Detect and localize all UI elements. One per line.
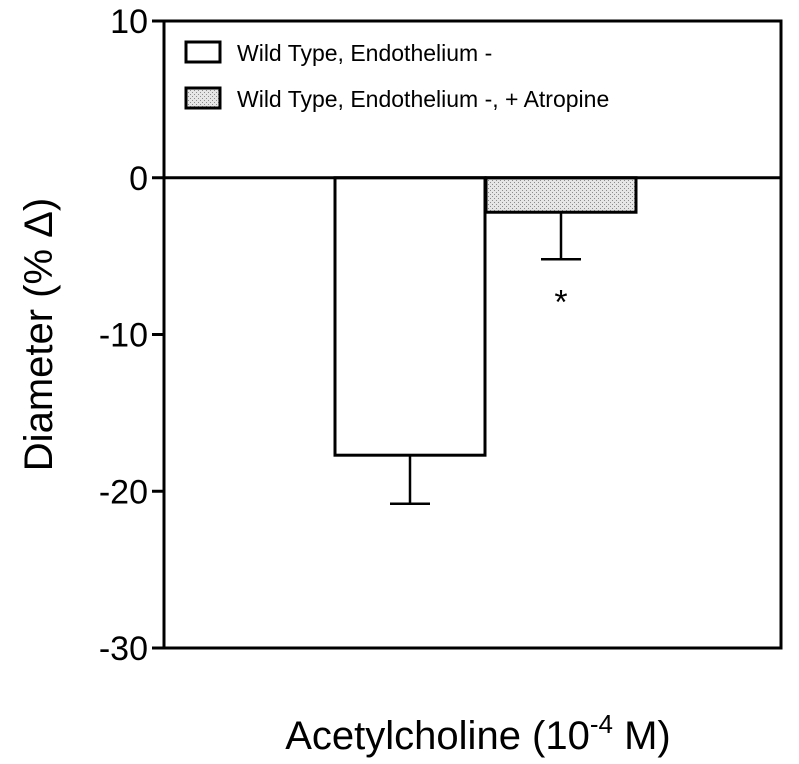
bars-group: *	[333, 176, 638, 506]
x-axis-label-exponent: -4	[590, 709, 613, 739]
y-tick-label: -10	[99, 317, 148, 355]
x-axis-label-suffix: M)	[613, 714, 671, 758]
legend: Wild Type, Endothelium - Wild Type, Endot…	[184, 40, 609, 112]
significance-marker: *	[554, 283, 567, 321]
legend-label: Wild Type, Endothelium -, + Atropine	[237, 86, 609, 112]
legend-swatch	[184, 86, 222, 110]
x-axis-label: Acetylcholine (10-4 M)	[285, 709, 671, 758]
bar	[484, 176, 638, 214]
y-tick-label: 0	[129, 160, 148, 198]
y-tick-label: 10	[110, 3, 148, 41]
y-axis-label: Diameter (% Δ)	[17, 198, 61, 471]
legend-swatch	[184, 40, 222, 64]
y-tick-label: -30	[99, 630, 148, 668]
legend-label: Wild Type, Endothelium -	[237, 40, 492, 66]
y-axis: 10 0 -10 -20 -30	[99, 3, 164, 668]
bar	[333, 176, 487, 457]
x-axis-label-main: Acetylcholine (10	[285, 714, 590, 758]
y-tick-label: -20	[99, 473, 148, 511]
